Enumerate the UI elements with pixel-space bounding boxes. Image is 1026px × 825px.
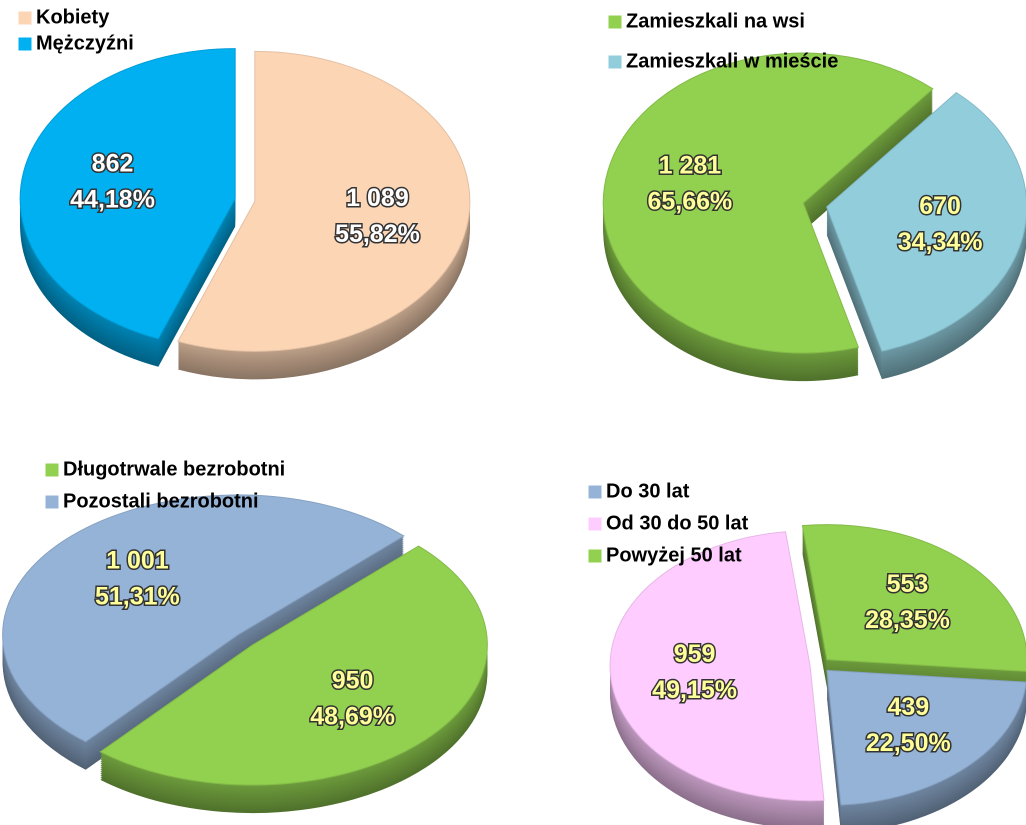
legend-swatch <box>17 10 33 26</box>
slice <box>826 91 1026 352</box>
value-label: 959 <box>674 640 716 668</box>
legend-label: Kobiety <box>36 6 110 28</box>
legend-swatch <box>44 462 60 478</box>
legend-label: Długotrwale bezrobotni <box>63 458 285 480</box>
value-label: 670 <box>919 192 961 220</box>
legend-swatch <box>607 14 623 30</box>
pie-chart: 1 089 55,82% 862 44,18% Kobiety Mężczyźni <box>17 6 471 380</box>
value-label: 553 <box>887 570 929 598</box>
slice <box>826 669 1026 806</box>
legend-swatch <box>607 54 623 70</box>
percent-label: 34,34% <box>898 228 983 256</box>
value-label: 439 <box>887 693 929 721</box>
percent-label: 51,31% <box>95 583 180 611</box>
percent-label: 22,50% <box>866 729 951 757</box>
percent-label: 48,69% <box>310 703 395 731</box>
legend-swatch <box>17 36 33 52</box>
legend-label: Pozostali bezrobotni <box>63 490 259 512</box>
legend-label: Do 30 lat <box>606 480 690 502</box>
legend-swatch <box>587 516 603 532</box>
percent-label: 55,82% <box>335 220 420 248</box>
legend-swatch <box>587 484 603 500</box>
slice <box>602 52 934 354</box>
value-label: 1 089 <box>346 184 409 212</box>
legend-label: Zamieszkali w mieście <box>626 50 838 72</box>
pie-chart: 1 281 65,66% 670 34,34% Zamieszkali na wsi Za… <box>602 10 1026 382</box>
legend-label: Od 30 do 50 lat <box>606 512 749 534</box>
percent-label: 65,66% <box>647 187 732 215</box>
percent-label: 49,15% <box>652 676 737 704</box>
value-label: 1 281 <box>659 151 722 179</box>
legend-label: Mężczyźni <box>36 32 134 54</box>
legend-label: Zamieszkali na wsi <box>626 10 805 32</box>
legend-swatch <box>44 494 60 510</box>
percent-label: 44,18% <box>70 185 155 213</box>
value-label: 862 <box>92 149 134 177</box>
slice <box>19 48 236 340</box>
slice <box>609 531 825 802</box>
legend-label: Powyżej 50 lat <box>606 544 742 566</box>
pie-chart: 439 22,50% 959 49,15% 553 28,35% Do 30 lat Od 3… <box>587 480 1026 825</box>
value-label: 950 <box>332 667 374 695</box>
slice <box>99 545 488 786</box>
slice <box>2 494 405 743</box>
percent-label: 28,35% <box>865 606 950 634</box>
value-label: 1 001 <box>106 547 169 575</box>
slice <box>801 524 1026 672</box>
legend-swatch <box>587 548 603 564</box>
pie-chart: 950 48,69% 1 001 51,31% Długotrwale bezrobot… <box>2 458 488 814</box>
slice <box>177 50 471 352</box>
